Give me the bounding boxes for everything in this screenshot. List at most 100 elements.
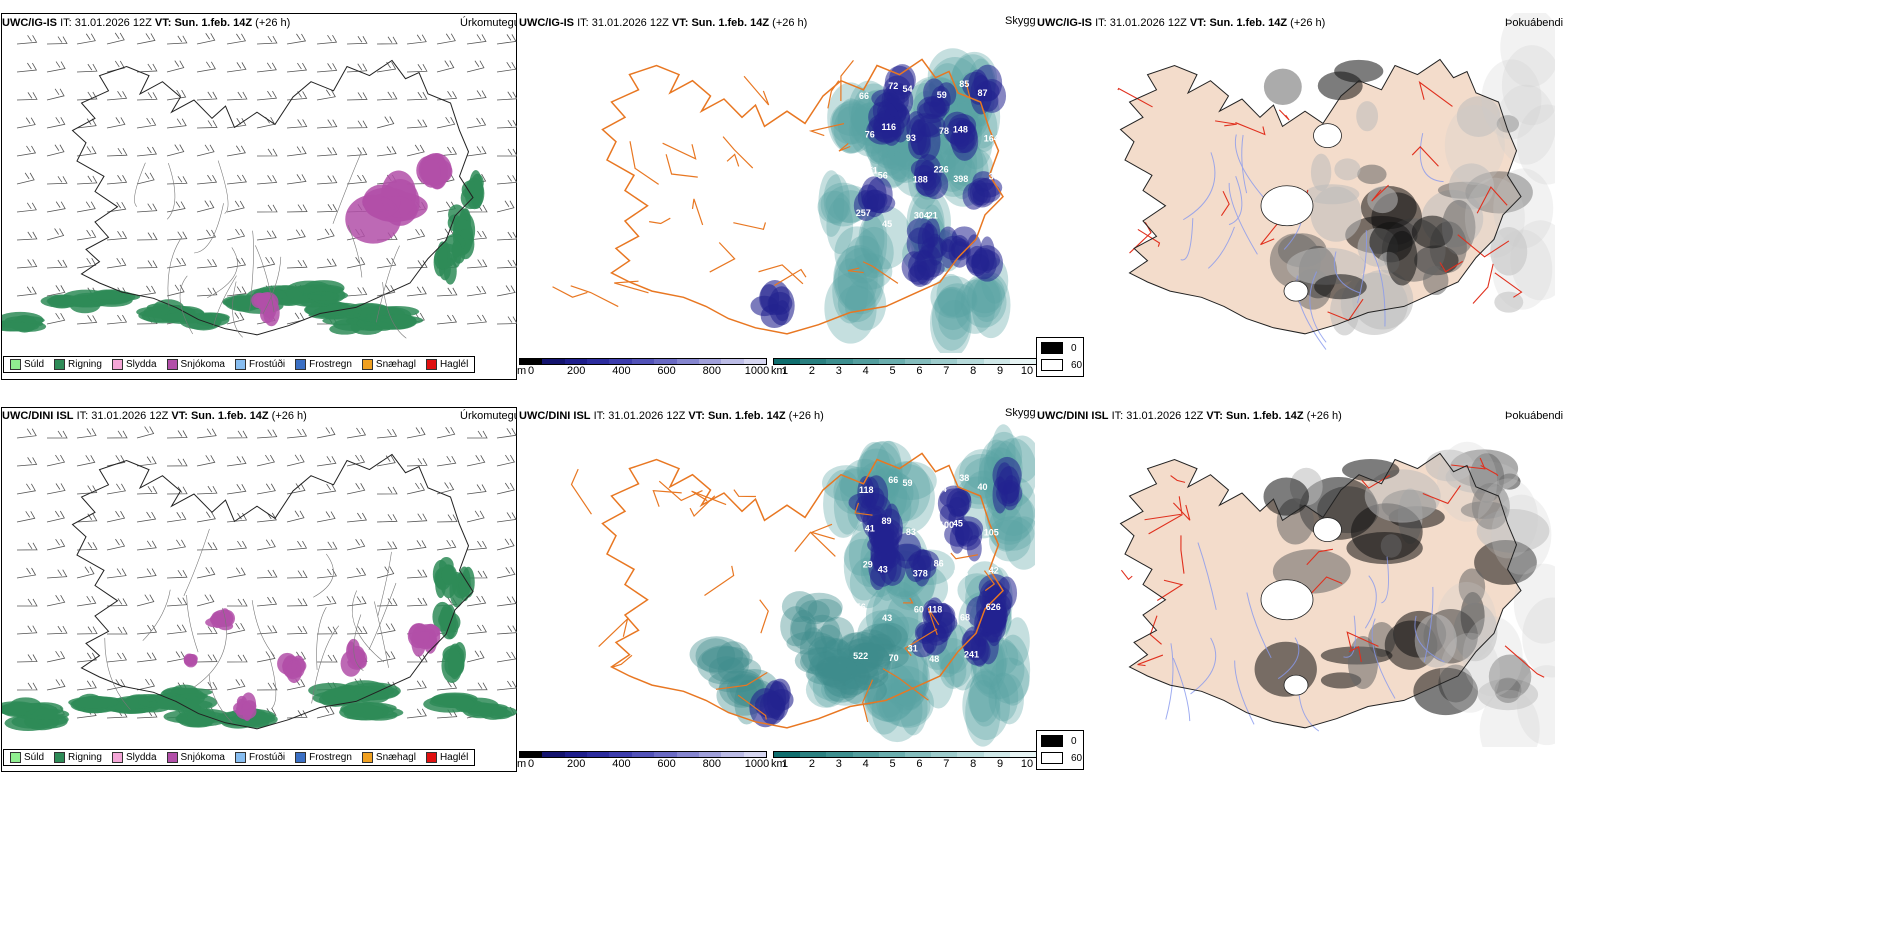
legend-item: Snæhagl (361, 359, 416, 370)
legend-swatch (10, 752, 21, 763)
colorbar-step (878, 752, 906, 757)
colorbar-step (774, 752, 801, 757)
ceiling-label: 76 (865, 130, 875, 140)
legend-swatch (54, 752, 66, 763)
legend-item: Snæhagl (361, 752, 416, 763)
colorbar-step (852, 752, 879, 757)
colorbar-tick: 0 (527, 365, 535, 377)
rain-field (2, 557, 518, 731)
precip-panel-bottom (1, 407, 518, 772)
colorbar-tick: 0 (527, 758, 535, 770)
fog-legend-swatch (1041, 752, 1063, 764)
colorbar-step (743, 752, 766, 757)
colorbar-step (905, 359, 932, 364)
ceiling-label: 59 (903, 478, 913, 488)
colorbar-tick: 4 (862, 365, 869, 377)
fog-legend-row: 0 (1041, 342, 1077, 354)
fog-legend-top: 0 60 (1036, 337, 1084, 377)
legend-swatch (234, 359, 246, 370)
ceiling-label: 41 (865, 524, 875, 534)
legend-item: Rigning (54, 359, 102, 370)
fog-legend-label: 0 (1071, 735, 1077, 747)
colorbar-step (587, 359, 610, 364)
colorbar-step (698, 752, 722, 757)
legend-swatch (54, 359, 66, 370)
ceiling-label: 59 (937, 90, 947, 100)
colorbar-tick: 600 (657, 365, 676, 377)
visibility_colorbar-bar (773, 358, 1037, 365)
fog-panel-top (1035, 13, 1555, 353)
ceiling-label: 86 (934, 558, 944, 568)
colorbar-step (852, 359, 879, 364)
colorbar-tick: 8 (970, 758, 977, 770)
fog-panel-bottom (1035, 407, 1555, 747)
ceiling-label: 78 (939, 126, 949, 136)
ceiling-label: 378 (913, 569, 928, 579)
glacier (1283, 674, 1309, 696)
ceiling-label: 45 (953, 518, 963, 528)
visibility-panel-bottom: 118 66 59 64 38 40 41 89 83 100 45 105 29 43 378 86 173 4… (517, 407, 1035, 747)
legend-label: Snjókoma (180, 359, 225, 370)
ceiling-label: 42 (989, 565, 999, 575)
roads (552, 60, 971, 308)
colorbar-step (983, 359, 1010, 364)
colorbar-step (676, 359, 699, 364)
colorbar-step (721, 752, 744, 757)
colorbar-step (957, 359, 984, 364)
legend-label: Súld (24, 752, 45, 763)
legend-item: Frostregn (295, 359, 352, 370)
colorbar-step (542, 359, 565, 364)
precip-legend-top: Súld Rigning Slydda Snjókoma Frostúði Frostre… (3, 356, 476, 373)
coastline (1119, 58, 1522, 335)
precip-legend-bottom: Súld Rigning Slydda Snjókoma Frostúði Frostre… (3, 749, 476, 766)
visibility_colorbar-unit: km (771, 758, 786, 770)
fog-legend-label: 0 (1071, 342, 1077, 354)
legend-label: Snæhagl (375, 359, 416, 370)
panel-title-visibility-bottom: UWC/DINI ISL IT: 31.01.2026 12Z VT: Sun.… (519, 410, 824, 422)
fog-map-top (1117, 13, 1555, 350)
colorbar-tick: 1 (781, 365, 789, 377)
colorbar-tick: 3 (835, 758, 842, 770)
legend-label: Frostregn (309, 359, 352, 370)
fog-legend-swatch (1041, 359, 1063, 371)
precip-map-bottom (2, 426, 518, 731)
legend-label: Frostregn (309, 752, 352, 763)
ceiling-label: 105 (984, 528, 999, 538)
rivers (134, 152, 407, 339)
ceiling-label: 85 (959, 79, 969, 89)
legend-swatch (166, 359, 178, 370)
colorbars-top: m 0 200 400 600 800 1000 km 1 2 3 4 5 6 7 8 9 10 (517, 356, 1037, 380)
colorbar-step (957, 752, 984, 757)
fog-field (1263, 13, 1555, 336)
ceiling-label: 100 (939, 520, 954, 530)
colorbar-step (542, 752, 565, 757)
colorbar-step (1009, 359, 1037, 364)
colorbar-step (609, 359, 632, 364)
ceiling-label: 226 (934, 164, 949, 174)
roads (1120, 457, 1545, 678)
colorbar-step (983, 752, 1010, 757)
precip-panel-top (1, 13, 518, 380)
colorbar-tick: 200 (567, 758, 586, 770)
legend-item: Rigning (54, 752, 102, 763)
ceiling_colorbar-bar (519, 358, 767, 365)
colorbar-tick: 10 (1020, 365, 1034, 377)
legend-item: Snjókoma (166, 359, 225, 370)
legend-swatch (295, 359, 307, 370)
ceiling-label: 72 (888, 81, 898, 91)
colorbar-tick: 5 (889, 365, 896, 377)
ceiling-label: 522 (853, 651, 868, 661)
fog-legend-swatch (1041, 735, 1063, 747)
colorbar-step (826, 359, 853, 364)
colorbar-step (654, 359, 677, 364)
panel-title-fog-top: UWC/IG-IS IT: 31.01.2026 12Z VT: Sun. 1.… (1037, 17, 1326, 29)
colorbar-tick: 1000 (744, 365, 770, 377)
colorbar-tick: 6 (916, 365, 923, 377)
visibility-panel-top: 66 72 54 59 85 87 76 116 93 78 148 164 251 56 188 226 39… (517, 13, 1035, 353)
fog-map-bottom (1119, 441, 1555, 747)
colorbar-tick: 6 (916, 758, 923, 770)
ceiling-label: 251 (863, 166, 878, 176)
legend-label: Snæhagl (375, 752, 416, 763)
ceiling-label: 118 (859, 485, 874, 495)
colorbar-step (587, 752, 610, 757)
